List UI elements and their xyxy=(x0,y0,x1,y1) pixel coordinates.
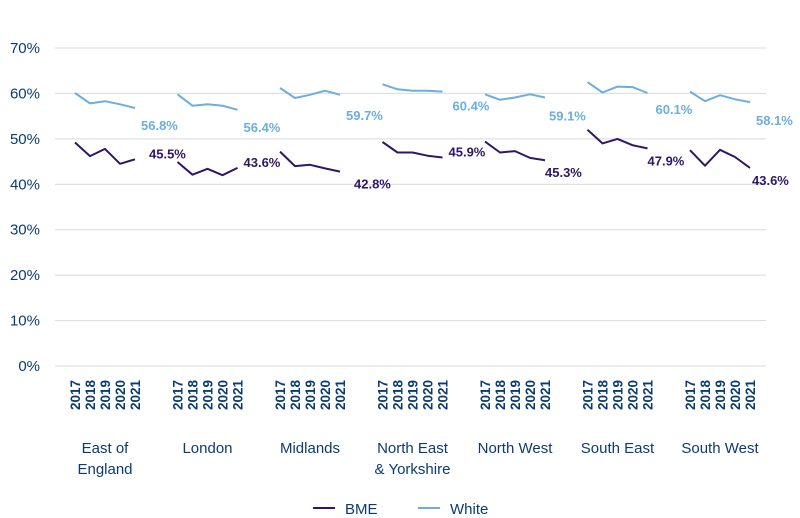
x-tick-label: 2017 xyxy=(478,380,493,410)
y-tick-label: 10% xyxy=(10,313,40,330)
data-label-bme: 42.8% xyxy=(354,177,391,192)
legend: BME White xyxy=(313,501,488,518)
x-tick-label: 2018 xyxy=(391,380,406,411)
x-tick-label: 2019 xyxy=(713,380,728,410)
series-line-bme xyxy=(586,129,648,150)
x-tick-label: 2018 xyxy=(596,380,611,411)
x-tick-label: 2017 xyxy=(376,380,391,410)
data-label-bme: 47.9% xyxy=(648,153,685,168)
x-tick-label: 2021 xyxy=(743,380,758,411)
x-tick-label: 2019 xyxy=(98,380,113,410)
data-label-white: 58.1% xyxy=(756,113,793,128)
series-line-white xyxy=(176,93,238,111)
x-tick-label: 2019 xyxy=(508,380,523,410)
series-line-bme xyxy=(74,141,136,165)
x-tick-label: 2017 xyxy=(273,380,288,410)
x-tick-label: 2020 xyxy=(216,380,231,410)
y-tick-label: 0% xyxy=(18,358,40,375)
series-line-white xyxy=(484,93,546,101)
x-tick-label: 2018 xyxy=(698,380,713,411)
series-lines xyxy=(74,81,751,177)
x-tick-label: 2018 xyxy=(83,380,98,411)
data-label-white: 59.1% xyxy=(549,109,586,124)
x-tick-label: 2021 xyxy=(538,380,553,411)
x-tick-label: 2020 xyxy=(523,380,538,410)
x-tick-label: 2017 xyxy=(683,380,698,410)
series-line-white xyxy=(689,90,751,104)
series-line-bme xyxy=(279,150,341,173)
region-label: East of xyxy=(82,440,130,457)
x-tick-label: 2017 xyxy=(68,380,83,410)
series-line-bme xyxy=(176,161,238,177)
region-label: North West xyxy=(478,440,554,457)
gridlines xyxy=(55,47,766,367)
x-tick-label: 2021 xyxy=(436,380,451,411)
data-label-bme: 45.9% xyxy=(449,144,486,159)
x-tick-label: 2021 xyxy=(231,380,246,411)
series-line-white xyxy=(279,87,341,99)
x-tick-label: 2018 xyxy=(186,380,201,411)
x-tick-label: 2017 xyxy=(581,380,596,410)
region-label: Midlands xyxy=(280,440,340,457)
y-tick-label: 30% xyxy=(10,222,40,239)
data-label-white: 59.7% xyxy=(346,108,383,123)
x-tick-label: 2019 xyxy=(406,380,421,410)
data-label-bme: 43.6% xyxy=(752,173,789,188)
region-label: England xyxy=(77,461,132,478)
x-tick-label: 2020 xyxy=(113,380,128,410)
legend-label-bme: BME xyxy=(345,501,378,518)
x-tick-label: 2017 xyxy=(171,380,186,410)
data-label-bme: 45.3% xyxy=(545,165,582,180)
x-tick-label: 2020 xyxy=(421,380,436,410)
series-line-bme xyxy=(689,148,751,169)
x-tick-label: 2018 xyxy=(288,380,303,411)
y-tick-label: 40% xyxy=(10,176,40,193)
region-label: London xyxy=(182,440,232,457)
region-label: South West xyxy=(681,440,759,457)
region-label: & Yorkshire xyxy=(375,461,451,478)
series-line-bme xyxy=(381,141,443,159)
x-tick-label: 2021 xyxy=(128,380,143,411)
region-label: South East xyxy=(581,440,655,457)
x-tick-label: 2020 xyxy=(318,380,333,410)
series-line-white xyxy=(586,81,648,94)
x-tick-label: 2020 xyxy=(626,380,641,410)
legend-label-white: White xyxy=(450,501,488,518)
data-label-bme: 45.5% xyxy=(149,146,186,161)
y-tick-label: 70% xyxy=(10,40,40,57)
data-label-bme: 43.6% xyxy=(244,155,281,170)
x-tick-label: 2021 xyxy=(641,380,656,411)
data-label-white: 56.4% xyxy=(244,120,281,135)
x-tick-label: 2019 xyxy=(303,380,318,410)
data-labels: 45.5% 43.6% 42.8% 45.9% 45.3% 47.9% 43.6% 56.8%… xyxy=(141,99,793,192)
x-tick-label: 2019 xyxy=(201,380,216,410)
data-label-white: 56.8% xyxy=(141,118,178,133)
y-tick-label: 60% xyxy=(10,85,40,102)
y-tick-label: 20% xyxy=(10,267,40,284)
x-tick-label: 2018 xyxy=(493,380,508,411)
x-tick-label: 2020 xyxy=(728,380,743,410)
series-line-white xyxy=(74,92,136,109)
data-label-white: 60.1% xyxy=(656,102,693,117)
region-label: North East xyxy=(377,440,449,457)
series-line-white xyxy=(382,83,443,93)
y-axis: 0% 10% 20% 30% 40% 50% 60% 70% xyxy=(10,40,40,375)
data-label-white: 60.4% xyxy=(453,99,490,114)
y-tick-label: 50% xyxy=(10,131,40,148)
x-tick-label: 2021 xyxy=(333,380,348,411)
series-line-bme xyxy=(484,140,546,162)
x-tick-label: 2019 xyxy=(611,380,626,410)
